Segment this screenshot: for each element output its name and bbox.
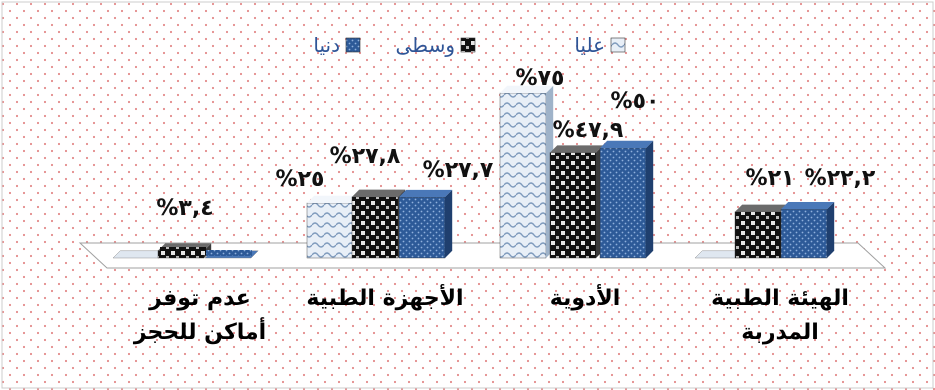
data-label: %٢٢,٢	[805, 166, 876, 191]
data-labels: %٧٥ %٢٥ %٢١ %٤٧,٩ %٢٧,٨ %٣,٤ %٢٢,٢ %٥٠ %٢٧,٧	[156, 66, 876, 221]
data-label: %٥٠	[611, 89, 660, 114]
bar-front	[499, 92, 547, 259]
bar-front	[160, 247, 206, 255]
data-label: %٢٧,٨	[330, 144, 401, 169]
bar-front	[398, 196, 446, 259]
legend-swatch	[460, 37, 476, 53]
category-label: المدربة	[741, 320, 819, 345]
legend-item: عليا	[574, 33, 626, 57]
category-label: الأدوية	[550, 283, 621, 311]
bar	[549, 145, 604, 259]
bar-top	[600, 140, 654, 148]
data-label: %٧٥	[516, 66, 565, 91]
bar-side	[646, 140, 654, 258]
bar	[780, 201, 835, 259]
legend-label: عليا	[574, 33, 605, 57]
category-label: أماكن للحجز	[133, 316, 266, 345]
data-label: %٤٧,٩	[553, 118, 624, 143]
bar-front	[780, 208, 828, 259]
legend-swatch	[345, 37, 361, 53]
category-label: الهيئة الطبية	[711, 286, 849, 311]
legend-item: دنيا	[313, 33, 361, 57]
legend-label: وسطى	[396, 33, 456, 57]
legend-label: دنيا	[313, 33, 340, 57]
data-label: %٢١	[746, 166, 795, 191]
bar-front	[206, 250, 252, 256]
category-label: الأجهزة الطبية	[306, 283, 463, 311]
bar-top	[550, 145, 604, 153]
bar-top	[399, 189, 453, 198]
legend: عليا وسطى دنيا	[313, 33, 626, 57]
bars	[112, 85, 835, 259]
bar	[160, 247, 252, 256]
bar-side	[445, 189, 453, 258]
bar	[499, 85, 554, 259]
bar	[351, 189, 406, 259]
data-label: %٢٧,٧	[423, 158, 494, 183]
bar-side	[827, 201, 835, 258]
bar-top	[735, 204, 789, 212]
bar	[734, 204, 789, 259]
bar-top	[500, 85, 554, 93]
category-labels: الهيئة الطبية المدربة الأدوية الأجهزة الطبي…	[133, 283, 849, 345]
bar-front	[599, 147, 647, 259]
data-label: %٣,٤	[156, 196, 213, 221]
bar	[398, 189, 453, 259]
bar-front	[549, 152, 597, 259]
legend-swatch	[610, 37, 626, 53]
bar-front	[351, 196, 399, 259]
legend-item: وسطى	[396, 33, 476, 57]
category-label: عدم توفر	[148, 286, 251, 311]
bar-front	[734, 211, 782, 259]
data-label: %٢٥	[276, 167, 325, 192]
bar	[599, 140, 654, 259]
bar-top	[352, 189, 406, 197]
bar-top	[781, 201, 835, 210]
bar-front	[306, 202, 354, 259]
bar-top	[307, 195, 361, 203]
